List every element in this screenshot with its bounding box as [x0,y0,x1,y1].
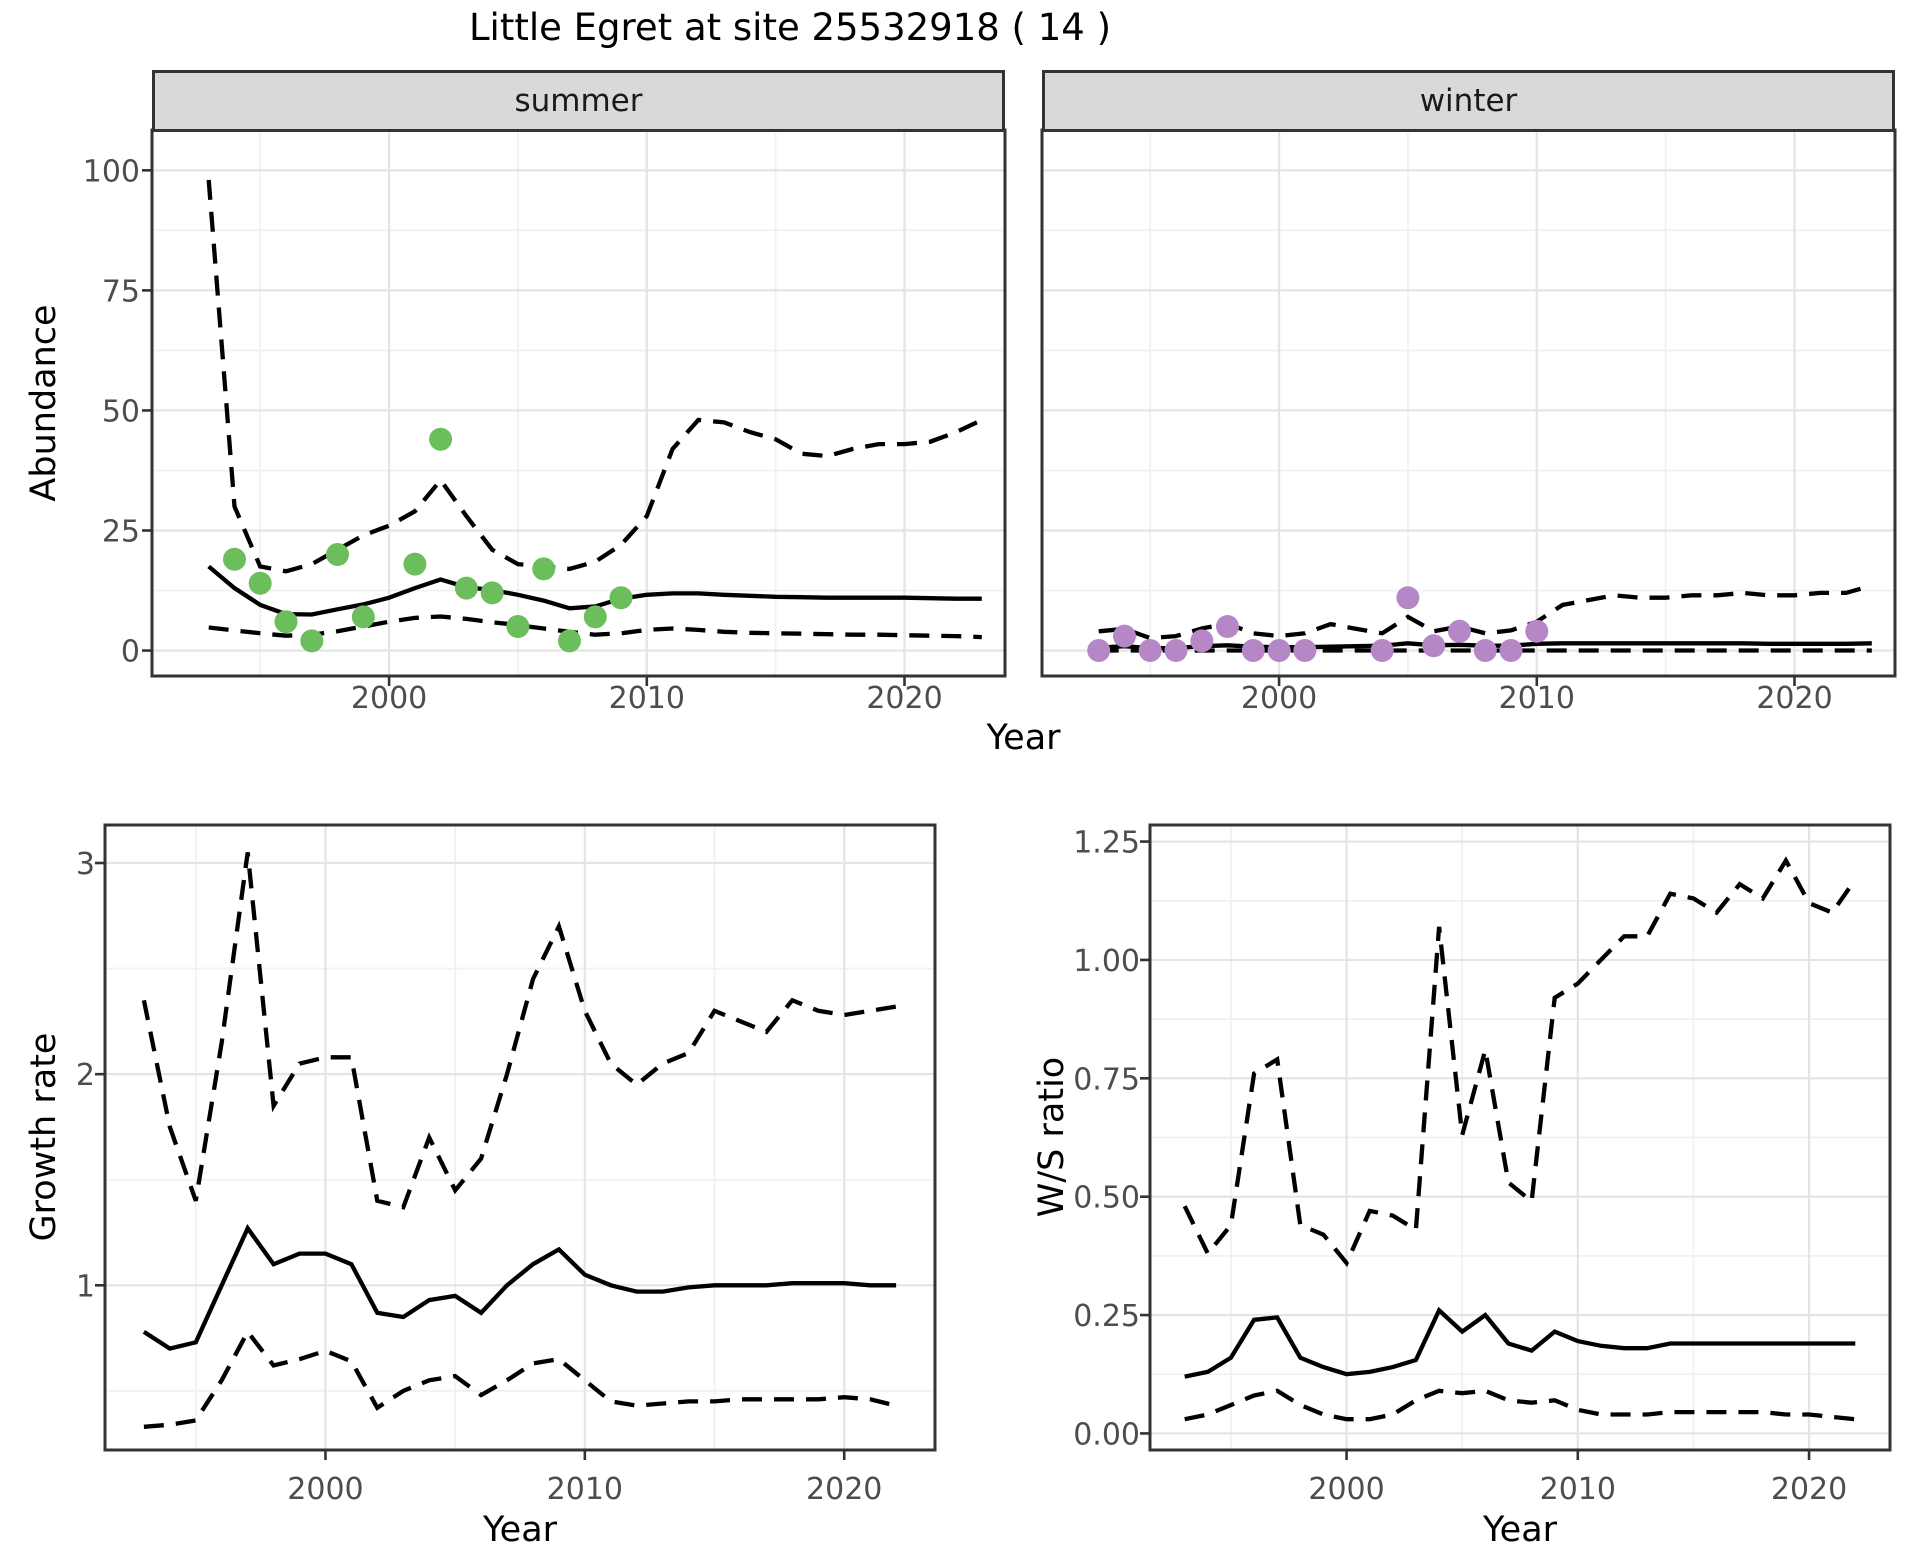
facet-strip-winter: winter [1042,70,1895,132]
series-upper_ci [141,852,897,1210]
svg-text:50: 50 [102,394,140,429]
svg-text:2020: 2020 [1771,1472,1847,1507]
y-axis-title-ws-ratio: W/S ratio [1032,1056,1072,1218]
panel-ws: 2000 2010 2020 0.00 0.25 0.50 0.75 1.00 1.25 [1073,823,1892,1507]
svg-text:100: 100 [83,154,140,189]
x-axis-title-ws-ratio: Year [1482,1510,1558,1550]
svg-text:0.50: 0.50 [1073,1181,1140,1216]
svg-text:2010: 2010 [1540,1472,1616,1507]
svg-text:2010: 2010 [1499,681,1575,716]
svg-text:2000: 2000 [1241,681,1317,716]
series-upper_ci [1182,856,1858,1268]
facet-label-summer: summer [514,83,643,119]
svg-text:0.25: 0.25 [1073,1299,1140,1334]
facet-strip-summer: summer [152,70,1005,132]
svg-text:2020: 2020 [806,1472,882,1507]
svg-text:0: 0 [121,635,140,670]
series-median [1184,1306,1856,1379]
svg-text:1: 1 [76,1269,95,1304]
panel-abundance-summer: 2000 2010 2020 0 25 50 75 100 [83,128,1007,716]
svg-text:0.75: 0.75 [1073,1062,1140,1097]
svg-text:2000: 2000 [287,1472,363,1507]
series-median [142,1224,897,1351]
series-upper_ci [206,179,983,574]
svg-text:1.00: 1.00 [1073,944,1140,979]
svg-text:2020: 2020 [866,681,942,716]
svg-text:75: 75 [102,274,140,309]
facet-label-winter: winter [1419,83,1518,119]
observation-points [223,427,633,653]
series-lower_ci [208,614,982,640]
svg-text:2020: 2020 [1756,681,1832,716]
svg-text:0.00: 0.00 [1073,1417,1140,1452]
series-lower_ci [143,1327,897,1429]
svg-text:2000: 2000 [351,681,427,716]
plot-title: Little Egret at site 25532918 ( 14 ) [468,6,1112,49]
x-axis-title-growth-rate: Year [482,1510,558,1550]
svg-text:2000: 2000 [1308,1472,1384,1507]
y-axis-title-growth-rate: Growth rate [24,1032,64,1242]
panel-growth: 2000 2010 2020 1 2 3 [76,823,937,1507]
svg-text:2010: 2010 [547,1472,623,1507]
svg-text:25: 25 [102,514,140,549]
observation-points [1087,586,1549,662]
x-axis-title-top: Year [986,718,1061,758]
series-lower_ci [1184,1388,1856,1422]
svg-text:2: 2 [76,1058,95,1093]
panel-abundance-winter: 2000 2010 2020 [1040,128,1897,716]
y-axis-title-abundance: Abundance [24,304,64,502]
svg-text:2010: 2010 [609,681,685,716]
svg-text:1.25: 1.25 [1073,826,1140,861]
svg-text:3: 3 [76,847,95,882]
